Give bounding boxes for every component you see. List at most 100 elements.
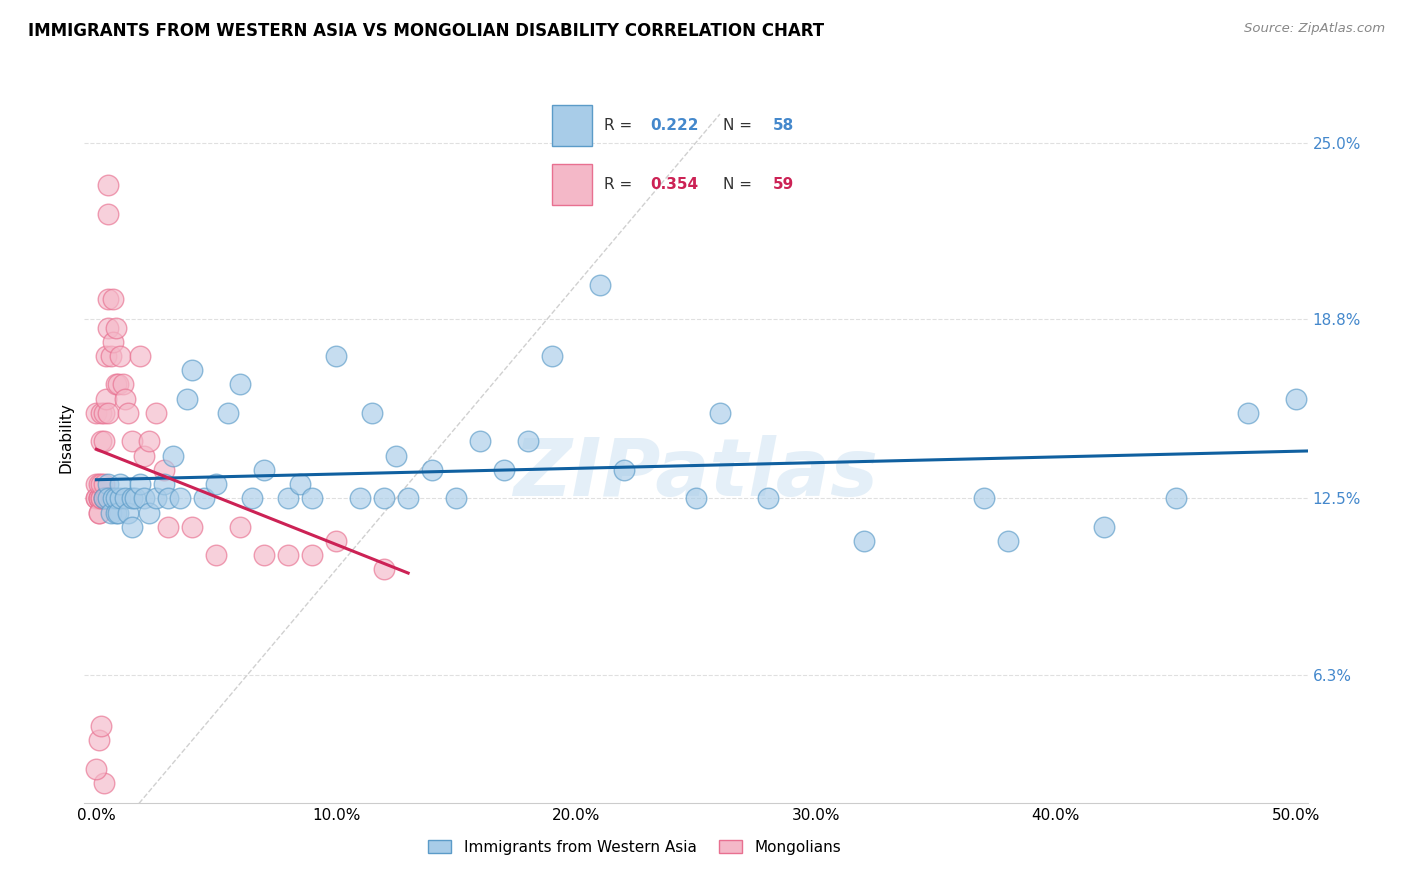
Immigrants from Western Asia	[517, 434, 540, 449]
Mongolians	[87, 506, 110, 520]
Immigrants from Western Asia	[181, 363, 204, 377]
Mongolians	[87, 491, 110, 506]
Immigrants from Western Asia	[100, 506, 122, 520]
Mongolians	[94, 491, 117, 506]
Immigrants from Western Asia	[107, 506, 129, 520]
Immigrants from Western Asia	[444, 491, 467, 506]
Mongolians	[101, 292, 124, 306]
Immigrants from Western Asia	[193, 491, 215, 506]
Immigrants from Western Asia	[152, 477, 174, 491]
Mongolians	[110, 349, 132, 363]
Mongolians	[104, 320, 127, 334]
Immigrants from Western Asia	[253, 463, 276, 477]
Mongolians	[111, 377, 134, 392]
Mongolians	[277, 548, 299, 562]
Immigrants from Western Asia	[104, 506, 127, 520]
Mongolians	[100, 491, 122, 506]
Immigrants from Western Asia	[301, 491, 323, 506]
Immigrants from Western Asia	[101, 491, 124, 506]
Immigrants from Western Asia	[541, 349, 564, 363]
Mongolians	[134, 449, 156, 463]
Mongolians	[87, 506, 110, 520]
Mongolians	[86, 762, 108, 776]
Immigrants from Western Asia	[385, 449, 408, 463]
Mongolians	[104, 377, 127, 392]
Mongolians	[101, 334, 124, 349]
Immigrants from Western Asia	[157, 491, 180, 506]
Immigrants from Western Asia	[852, 533, 875, 548]
Mongolians	[253, 548, 276, 562]
Immigrants from Western Asia	[349, 491, 371, 506]
Mongolians	[87, 491, 110, 506]
Immigrants from Western Asia	[361, 406, 384, 420]
Mongolians	[97, 178, 120, 193]
Mongolians	[93, 776, 115, 790]
Mongolians	[87, 491, 110, 506]
Immigrants from Western Asia	[169, 491, 191, 506]
Mongolians	[128, 349, 150, 363]
Immigrants from Western Asia	[290, 477, 312, 491]
Immigrants from Western Asia	[124, 491, 146, 506]
Immigrants from Western Asia	[104, 491, 127, 506]
Immigrants from Western Asia	[117, 506, 139, 520]
Text: ZIPatlas: ZIPatlas	[513, 434, 879, 513]
Mongolians	[86, 491, 108, 506]
Mongolians	[157, 520, 180, 534]
Immigrants from Western Asia	[93, 491, 115, 506]
Mongolians	[229, 520, 252, 534]
Mongolians	[86, 477, 108, 491]
Mongolians	[97, 292, 120, 306]
Text: IMMIGRANTS FROM WESTERN ASIA VS MONGOLIAN DISABILITY CORRELATION CHART: IMMIGRANTS FROM WESTERN ASIA VS MONGOLIA…	[28, 22, 824, 40]
Immigrants from Western Asia	[756, 491, 779, 506]
Immigrants from Western Asia	[396, 491, 419, 506]
Mongolians	[93, 434, 115, 449]
Immigrants from Western Asia	[114, 491, 136, 506]
Mongolians	[86, 406, 108, 420]
Immigrants from Western Asia	[205, 477, 228, 491]
Immigrants from Western Asia	[176, 392, 198, 406]
Immigrants from Western Asia	[138, 506, 160, 520]
Mongolians	[93, 477, 115, 491]
Immigrants from Western Asia	[97, 491, 120, 506]
Mongolians	[145, 406, 167, 420]
Mongolians	[181, 520, 204, 534]
Mongolians	[86, 491, 108, 506]
Immigrants from Western Asia	[709, 406, 731, 420]
Immigrants from Western Asia	[128, 477, 150, 491]
Mongolians	[94, 392, 117, 406]
Mongolians	[93, 406, 115, 420]
Mongolians	[301, 548, 323, 562]
Immigrants from Western Asia	[1092, 520, 1115, 534]
Mongolians	[114, 392, 136, 406]
Mongolians	[107, 377, 129, 392]
Mongolians	[97, 491, 120, 506]
Immigrants from Western Asia	[494, 463, 516, 477]
Immigrants from Western Asia	[1236, 406, 1258, 420]
Mongolians	[100, 349, 122, 363]
Immigrants from Western Asia	[973, 491, 995, 506]
Immigrants from Western Asia	[997, 533, 1019, 548]
Immigrants from Western Asia	[217, 406, 239, 420]
Mongolians	[97, 207, 120, 221]
Mongolians	[90, 719, 112, 733]
Immigrants from Western Asia	[145, 491, 167, 506]
Mongolians	[117, 406, 139, 420]
Immigrants from Western Asia	[229, 377, 252, 392]
Immigrants from Western Asia	[110, 491, 132, 506]
Mongolians	[97, 406, 120, 420]
Immigrants from Western Asia	[589, 277, 612, 292]
Mongolians	[121, 434, 143, 449]
Immigrants from Western Asia	[325, 349, 347, 363]
Immigrants from Western Asia	[685, 491, 707, 506]
Immigrants from Western Asia	[97, 477, 120, 491]
Mongolians	[93, 491, 115, 506]
Immigrants from Western Asia	[373, 491, 395, 506]
Mongolians	[87, 477, 110, 491]
Mongolians	[93, 491, 115, 506]
Immigrants from Western Asia	[162, 449, 184, 463]
Mongolians	[138, 434, 160, 449]
Mongolians	[373, 562, 395, 576]
Mongolians	[152, 463, 174, 477]
Immigrants from Western Asia	[277, 491, 299, 506]
Immigrants from Western Asia	[613, 463, 636, 477]
